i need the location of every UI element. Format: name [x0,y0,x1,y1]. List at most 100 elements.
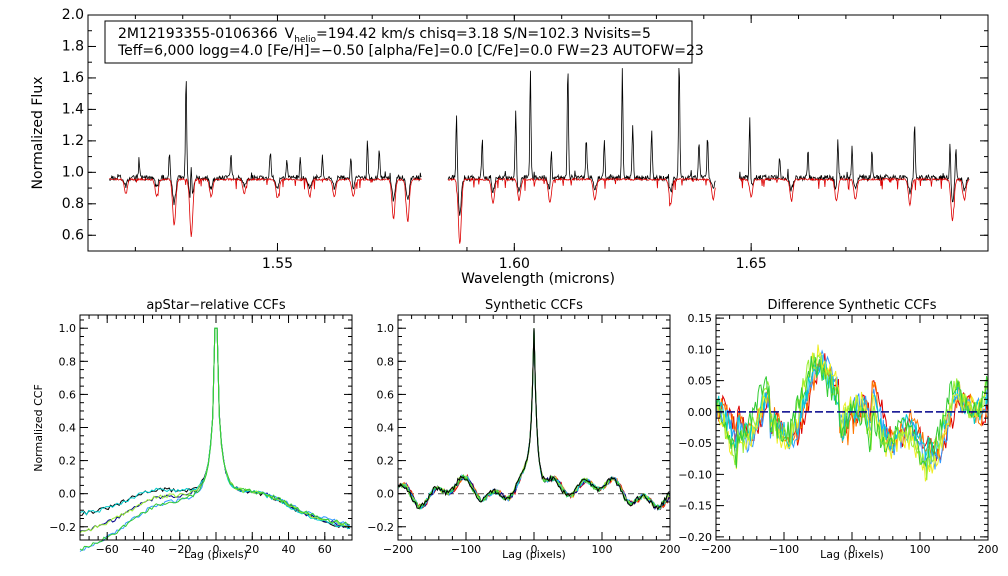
spectrum-panel: 1.55 1.60 1.65 0.6 0.8 1.0 1.2 1.4 1.6 1.8 2.0 2M1… [30,7,989,287]
y-tick-label: 0.8 [62,196,84,212]
spectrum-ylabel: Normalized Flux [30,77,46,190]
apstar-ccf-visit-1 [79,327,351,530]
apstar-ccf-visit-2 [79,327,351,532]
x-tick-label: 0 [531,543,538,556]
x-tick-label: 1.55 [262,256,293,272]
y-tick-label: 0.2 [377,455,395,468]
model-spectrum-chip-1 [109,177,422,237]
y-tick-label: 0.0 [377,488,395,501]
x-tick-label: 40 [282,543,296,556]
y-tick-label: −0.2 [367,521,394,534]
info-line-2: Teff=6,000 logg=4.0 [Fe/H]=−0.50 [alpha/… [117,43,704,59]
apstar-ccf-lines [79,327,351,552]
spectrum-lines [108,67,970,244]
y-tick-label: 1.0 [59,322,77,335]
info-v: V [285,26,295,42]
x-tick-label: 60 [318,543,332,556]
y-tick-label: 1.2 [62,133,84,149]
y-tick-label: −0.05 [678,437,712,450]
difference-ccf-ticks: −200 −100 0 100 200 −0.20 −0.15 −0.10 −0.05 0.00 0… [678,312,998,556]
synthetic-ccf-visit-5 [397,328,671,511]
y-tick-label: 1.0 [377,322,395,335]
x-tick-label: 100 [910,543,931,556]
synthetic-ccf-visit-6 [397,328,671,510]
y-tick-label: 0.15 [688,312,713,325]
x-tick-label: 0 [213,543,220,556]
y-tick-label: −0.2 [49,521,76,534]
x-tick-label: −200 [383,543,413,556]
observed-spectrum-chip-2 [447,67,716,216]
y-tick-label: −0.10 [678,468,712,481]
info-vpost: =194.42 km/s chisq=3.18 S/N=102.3 Nvisit… [316,26,651,42]
observed-spectrum-chip-1 [108,81,422,206]
apstar-ccf-visit-6 [79,327,350,552]
y-tick-label: 0.8 [59,355,77,368]
model-spectrum-chip-3 [739,177,970,222]
model-spectrum-chip-2 [447,177,716,244]
synthetic-ccf-visit-2 [397,328,671,510]
y-tick-label: 0.05 [688,375,713,388]
y-tick-label: 0.6 [62,227,84,243]
x-tick-label: 200 [978,543,999,556]
x-tick-label: −100 [451,543,481,556]
synthetic-ccf-visit-7 [397,328,671,510]
difference-ccf-xlabel: Lag (pixels) [820,548,884,561]
y-tick-label: 0.6 [377,388,395,401]
apstar-ccf-visit-4 [79,327,350,530]
x-tick-label: 0 [849,543,856,556]
y-tick-label: 0.10 [688,343,713,356]
y-tick-label: 0.4 [377,422,395,435]
y-tick-label: 1.6 [62,70,84,86]
x-tick-label: 20 [245,543,259,556]
apstar-ccf-xlabel: Lag (pixels) [184,548,248,561]
y-tick-label: 0.6 [59,388,77,401]
spectrum-axes-frame [87,14,989,252]
y-tick-label: 0.4 [59,422,77,435]
info-vsub: helio [294,35,316,45]
difference-ccf-lines [715,344,989,482]
synthetic-ccf-visit-3 [397,328,671,511]
x-tick-label: −20 [168,543,191,556]
y-tick-label: 0.8 [377,355,395,368]
synthetic-ccf-visit-8 [397,328,671,511]
synthetic-ccf-visit-4 [397,328,671,510]
y-tick-label: 0.00 [688,406,713,419]
info-box [104,20,693,64]
synthetic-ccf-xlabel: Lag (pixels) [502,548,566,561]
y-tick-label: 1.4 [62,101,84,117]
apstar-ccf-visit-3 [79,327,351,552]
synthetic-ccf-title: Synthetic CCFs [485,298,583,313]
x-tick-label: 200 [660,543,681,556]
difference-ccf-title: Difference Synthetic CCFs [767,298,936,313]
info-line-1: 2M12193355-0106366 Vhelio=194.42 km/s chi… [118,26,651,45]
observed-spectrum-chip-3 [738,117,970,203]
y-tick-label: 0.0 [59,488,77,501]
apstar-ccf-ylabel: Normalized CCF [32,384,45,472]
y-tick-label: 1.0 [62,164,84,180]
difference-ccf-panel: −200 −100 0 100 200 −0.20 −0.15 −0.10 −0.05 0.00 0… [678,298,998,561]
synthetic-ccf-panel: −200 −100 0 100 200 −0.2 0.0 0.2 0.4 0.6 0.8 1.0 Sy… [367,298,680,561]
y-tick-label: −0.15 [678,500,712,513]
apstar-ccf-axes-frame [79,314,353,541]
apstar-ccf-title: apStar−relative CCFs [146,298,286,313]
y-tick-label: 2.0 [62,7,84,23]
y-tick-label: 1.8 [62,38,84,54]
spectrum-xlabel: Wavelength (microns) [461,271,615,287]
x-tick-label: −100 [769,543,799,556]
spectrum-ticks: 1.55 1.60 1.65 0.6 0.8 1.0 1.2 1.4 1.6 1.8 2.0 [62,7,989,272]
x-tick-label: −40 [132,543,155,556]
y-tick-label: 0.2 [59,455,77,468]
x-tick-label: −200 [701,543,731,556]
synthetic-ccf-visit-1 [397,328,670,511]
x-tick-label: 100 [592,543,613,556]
synthetic-ccf-ticks: −200 −100 0 100 200 −0.2 0.0 0.2 0.4 0.6 0.8 1.0 [367,315,681,556]
y-tick-label: −0.20 [678,531,712,544]
apstar-ccf-ticks: −60 −40 −20 0 20 40 60 −0.2 0.0 0.2 0.4 0.6 0.8 1.0 [49,315,353,556]
x-tick-label: 1.60 [499,256,530,272]
info-star: 2M12193355-0106366 [118,26,278,42]
x-tick-label: −60 [96,543,119,556]
apstar-ccf-panel: −60 −40 −20 0 20 40 60 −0.2 0.0 0.2 0.4 0.6 0.8 1.0 a… [32,298,353,561]
x-tick-label: 1.65 [736,256,767,272]
synthetic-ccf-lines [397,328,671,511]
